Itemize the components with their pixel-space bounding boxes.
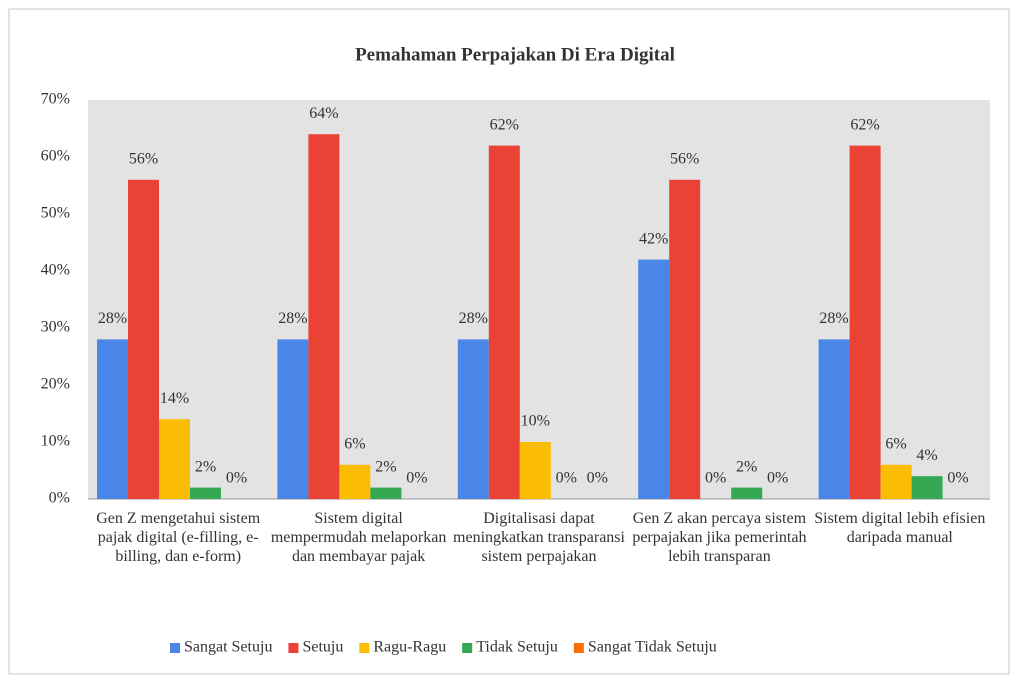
data-label: 28% bbox=[98, 310, 127, 327]
data-label: 2% bbox=[736, 458, 757, 475]
bar bbox=[849, 145, 881, 499]
bar bbox=[97, 339, 128, 499]
chart-title: Pemahaman Perpajakan Di Era Digital bbox=[355, 44, 675, 65]
bar bbox=[277, 339, 309, 499]
data-label: 4% bbox=[916, 447, 937, 464]
legend-label: Sangat Tidak Setuju bbox=[588, 639, 717, 656]
data-label: 42% bbox=[639, 230, 668, 247]
data-label: 64% bbox=[309, 105, 338, 122]
y-tick-label: 70% bbox=[41, 91, 70, 108]
data-label: 0% bbox=[556, 470, 577, 487]
x-tick-label-box: Gen Z akan percaya sistem perpajakan jik… bbox=[632, 510, 807, 565]
bar bbox=[370, 487, 402, 499]
legend-swatch bbox=[462, 643, 473, 653]
x-tick-label: Gen Z mengetahui sistem pajak digital (e… bbox=[96, 510, 261, 565]
bar bbox=[818, 339, 850, 499]
legend-swatch bbox=[359, 643, 370, 653]
x-tick-label: Sistem digital mempermudah melaporkan da… bbox=[270, 510, 447, 565]
data-label: 28% bbox=[819, 310, 848, 327]
data-label: 14% bbox=[160, 390, 189, 407]
bar bbox=[159, 419, 190, 499]
y-tick-label: 30% bbox=[41, 319, 70, 336]
data-label: 0% bbox=[705, 470, 726, 487]
bar bbox=[457, 339, 489, 499]
bar bbox=[880, 464, 912, 499]
bar bbox=[488, 145, 520, 499]
y-tick-label: 20% bbox=[41, 376, 70, 393]
data-label: 0% bbox=[587, 470, 608, 487]
bar bbox=[731, 487, 763, 499]
data-label: 2% bbox=[195, 458, 216, 475]
y-tick-label: 60% bbox=[41, 148, 70, 165]
x-tick-label: Digitalisasi dapat meningkatkan transpar… bbox=[453, 510, 625, 565]
x-tick-label-box: Sistem digital lebih efisien daripada ma… bbox=[814, 510, 986, 546]
x-tick-label-box: Sistem digital mempermudah melaporkan da… bbox=[270, 510, 447, 565]
bar bbox=[128, 179, 159, 500]
legend-label: Sangat Setuju bbox=[184, 639, 272, 656]
bar bbox=[519, 442, 551, 499]
data-label: 0% bbox=[947, 470, 968, 487]
data-label: 0% bbox=[767, 470, 788, 487]
data-label: 62% bbox=[490, 116, 519, 133]
data-label: 28% bbox=[459, 310, 488, 327]
data-label: 56% bbox=[129, 150, 158, 167]
data-label: 10% bbox=[521, 413, 550, 430]
y-tick-label: 0% bbox=[49, 490, 70, 507]
data-label: 56% bbox=[670, 150, 699, 167]
legend-label: Tidak Setuju bbox=[476, 639, 558, 656]
data-label: 0% bbox=[226, 470, 247, 487]
bar bbox=[638, 259, 670, 499]
data-label: 2% bbox=[375, 458, 396, 475]
legend-swatch bbox=[573, 643, 584, 653]
bar bbox=[190, 487, 221, 499]
data-label: 6% bbox=[885, 435, 906, 452]
x-tick-label: Sistem digital lebih efisien daripada ma… bbox=[814, 510, 986, 546]
bar bbox=[911, 476, 943, 499]
x-tick-label: Gen Z akan percaya sistem perpajakan jik… bbox=[632, 510, 807, 565]
data-label: 28% bbox=[278, 310, 307, 327]
legend: Sangat Setuju Setuju Ragu-Ragu Tidak Setuju… bbox=[170, 639, 717, 656]
y-tick-label: 10% bbox=[41, 433, 70, 450]
legend-label: Setuju bbox=[302, 639, 343, 656]
x-tick-label-box: Digitalisasi dapat meningkatkan transpar… bbox=[453, 510, 625, 565]
bar bbox=[339, 464, 371, 499]
y-tick-label: 40% bbox=[41, 262, 70, 279]
legend-label: Ragu-Ragu bbox=[373, 639, 446, 656]
y-tick-label: 50% bbox=[41, 205, 70, 222]
data-label: 62% bbox=[850, 116, 879, 133]
data-label: 0% bbox=[406, 470, 427, 487]
bar bbox=[669, 179, 701, 500]
x-tick-label-box: Gen Z mengetahui sistem pajak digital (e… bbox=[96, 510, 261, 565]
data-label: 6% bbox=[344, 435, 365, 452]
legend-swatch bbox=[170, 643, 180, 653]
bar bbox=[308, 134, 340, 499]
legend-swatch bbox=[288, 643, 299, 653]
